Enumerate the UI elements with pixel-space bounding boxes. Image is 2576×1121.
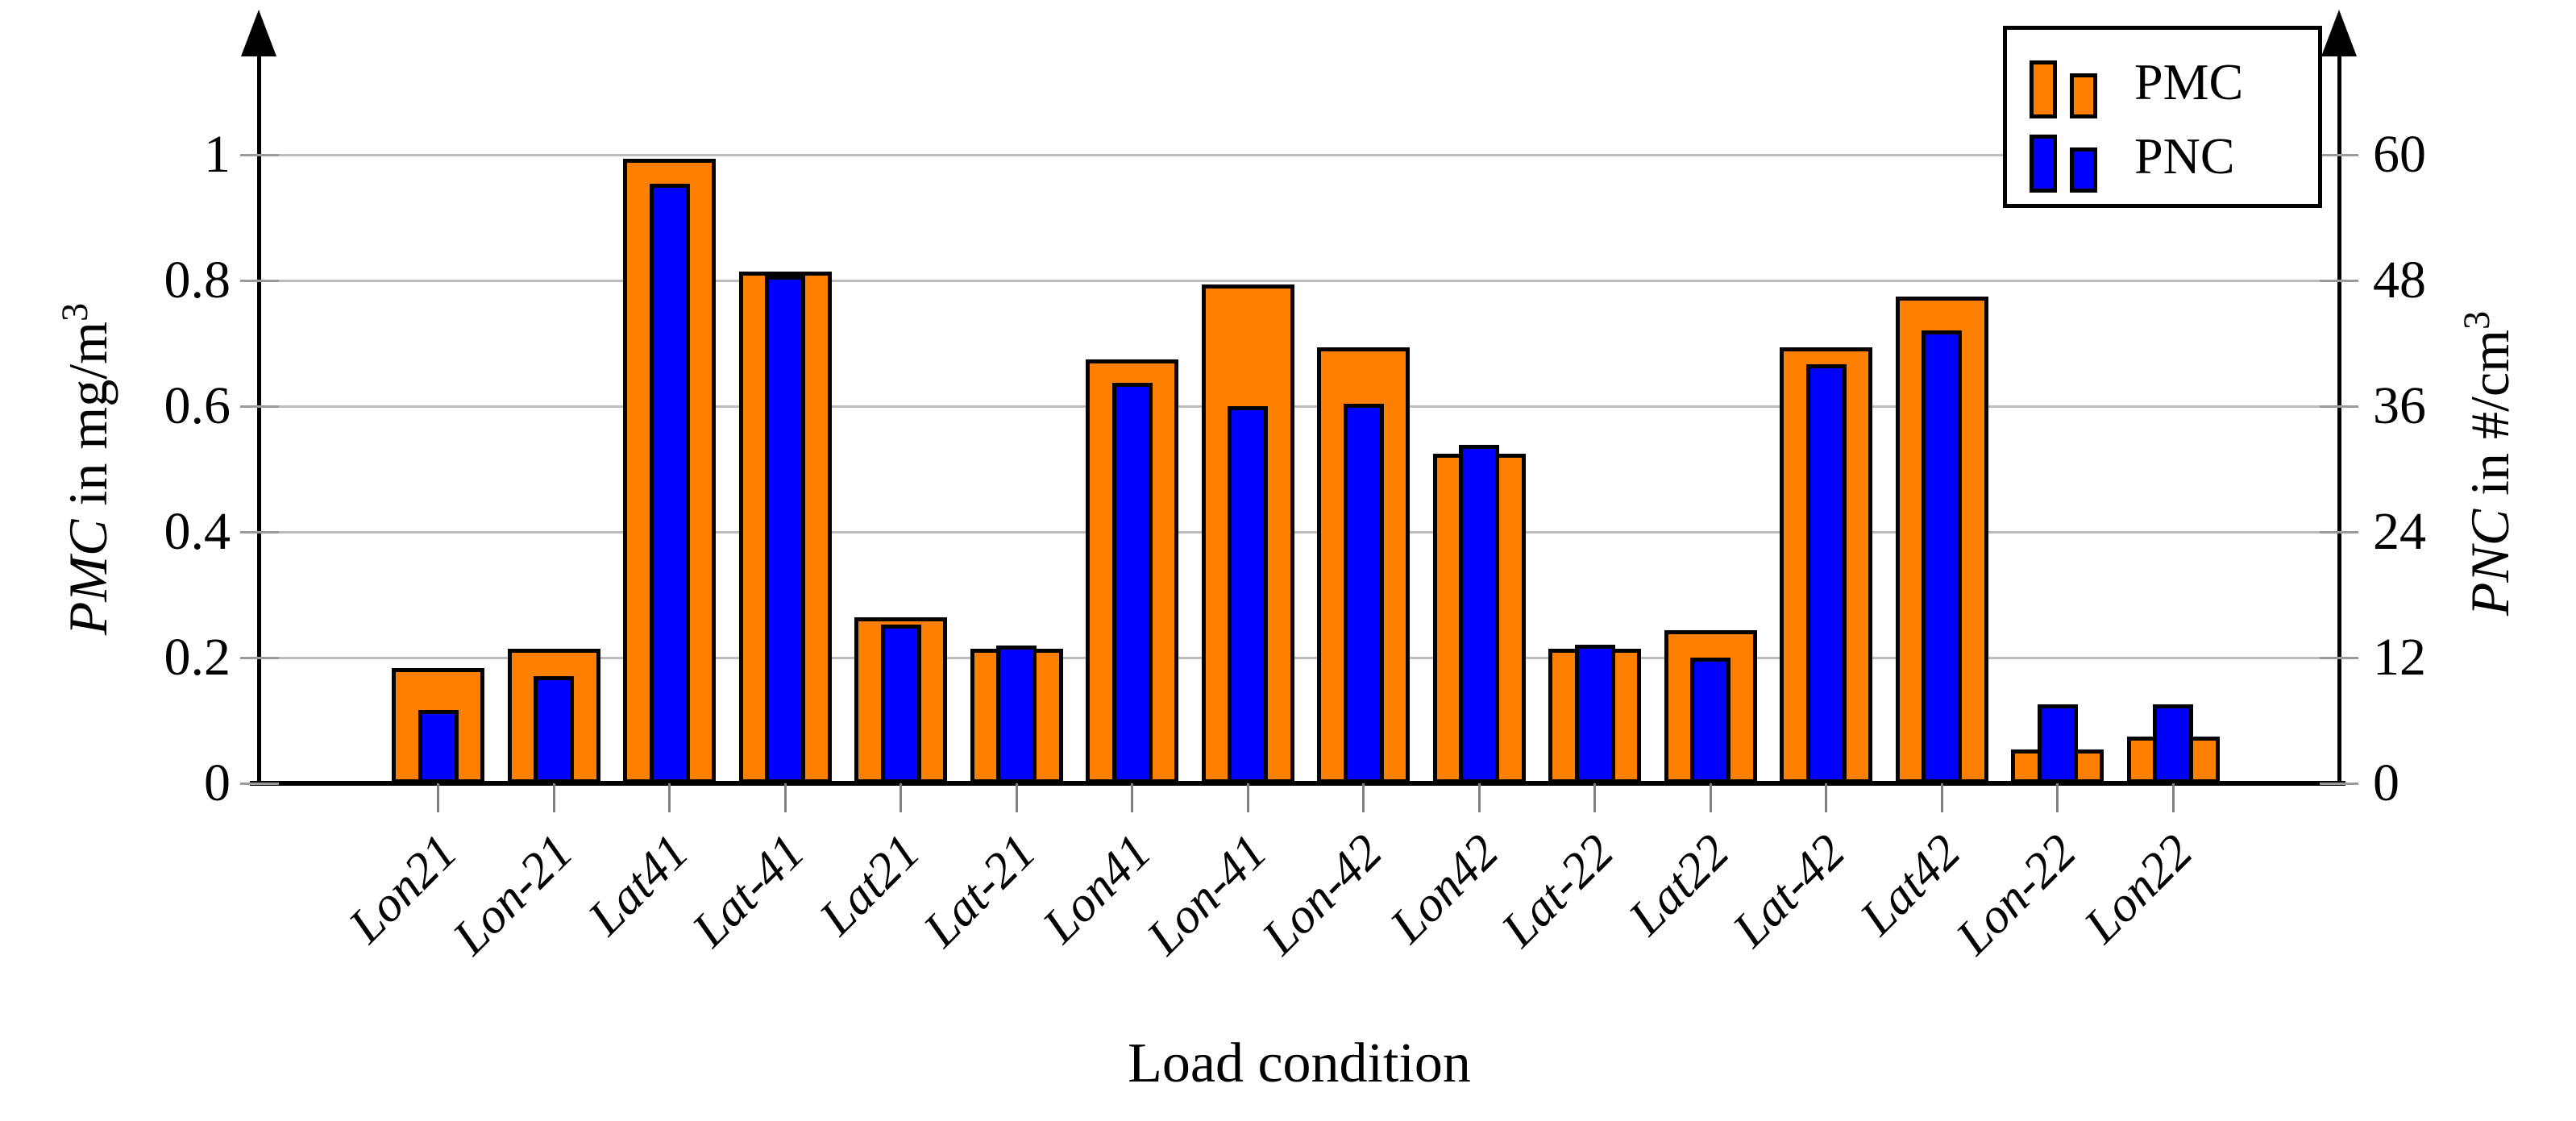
pnc-bar-Lat42 xyxy=(1922,330,1962,783)
right-y-tick-label: 60 xyxy=(2373,125,2426,184)
pnc-bar-Lat21 xyxy=(880,625,921,783)
pnc-bar-Lat41 xyxy=(649,184,690,783)
pnc-bar-Lon42 xyxy=(1459,445,1499,783)
left-y-tick-label: 1 xyxy=(204,125,231,184)
pnc-legend-marker-short xyxy=(2070,147,2097,193)
x-category-label-text: Lat21 xyxy=(808,824,931,946)
x-category-label-text: Lon-21 xyxy=(442,824,584,965)
right-y-axis-line xyxy=(2337,34,2341,783)
left-axis-unit-text: in mg/m xyxy=(56,322,118,520)
pnc-bar-Lat-42 xyxy=(1805,364,1847,783)
gridline xyxy=(260,530,2339,534)
x-axis-tick xyxy=(1825,783,1827,812)
x-axis-tick xyxy=(1362,783,1365,812)
right-axis-tick xyxy=(2320,530,2358,534)
left-y-axis-line xyxy=(257,34,261,783)
x-axis-tick xyxy=(1477,783,1481,812)
right-axis-unit-text: in #/cm xyxy=(2458,330,2520,509)
x-category-label-text: Lat-22 xyxy=(1491,824,1625,957)
x-axis-tick xyxy=(1940,783,1943,812)
pnc-bar-Lat22 xyxy=(1690,658,1730,783)
x-axis-tick xyxy=(2171,783,2175,812)
right-axis-tick xyxy=(2320,279,2358,282)
x-axis-tick xyxy=(1709,783,1712,812)
x-axis-tick xyxy=(1015,783,1018,812)
x-category-label-text: Lat22 xyxy=(1618,824,1740,946)
gridline xyxy=(260,279,2339,282)
gridline xyxy=(260,656,2339,659)
pnc-bar-Lat-21 xyxy=(996,646,1037,783)
x-axis-tick xyxy=(668,783,671,812)
x-axis-tick xyxy=(552,783,555,812)
left-axis-tick xyxy=(240,153,279,156)
right-axis-tick xyxy=(2320,656,2358,659)
pnc-legend-marker-tall xyxy=(2030,135,2057,193)
left-axis-tick xyxy=(240,656,279,659)
x-category-label-text: Lon-22 xyxy=(1946,824,2088,965)
legend-label-pmc: PMC xyxy=(2134,53,2244,110)
x-category-label-text: Lat-41 xyxy=(681,824,815,957)
left-axis-tick xyxy=(240,405,279,408)
right-y-tick-label: 0 xyxy=(2373,754,2399,812)
pnc-bar-Lon-21 xyxy=(534,676,574,783)
right-axis-variable: PNC xyxy=(2458,509,2520,617)
left-axis-tick xyxy=(240,530,279,534)
pnc-bar-Lon-41 xyxy=(1228,406,1268,783)
x-category-label-text: Lon21 xyxy=(339,824,468,953)
x-category-label-text: Lon22 xyxy=(2073,824,2203,953)
left-y-tick-label: 0.8 xyxy=(164,251,231,309)
right-axis-tick xyxy=(2320,782,2358,785)
legend-label-pnc: PNC xyxy=(2134,127,2235,185)
right-y-tick-label: 48 xyxy=(2373,251,2426,309)
pnc-bar-Lon-42 xyxy=(1343,404,1384,783)
x-axis-tick xyxy=(2056,783,2059,812)
x-category-label-text: Lon-42 xyxy=(1252,824,1394,965)
pmc-legend-marker-tall xyxy=(2030,60,2057,118)
left-axis-tick xyxy=(240,279,279,282)
pnc-bar-Lat-41 xyxy=(765,276,805,783)
left-y-tick-label: 0.4 xyxy=(164,502,231,561)
x-category-label-text: Lat-42 xyxy=(1722,824,1856,957)
pnc-bar-Lon22 xyxy=(2153,704,2193,783)
x-category-label-text: Lon-41 xyxy=(1136,824,1278,965)
pmc-legend-marker-short xyxy=(2070,73,2097,118)
x-category-label-text: Lat41 xyxy=(577,824,700,946)
right-y-tick-label: 24 xyxy=(2373,502,2426,561)
x-axis-tick xyxy=(1131,783,1133,812)
legend: PMC PNC xyxy=(2003,26,2322,208)
left-axis-arrow-icon xyxy=(241,10,276,56)
x-axis-tick xyxy=(900,783,902,812)
gridline xyxy=(260,405,2339,408)
x-axis-tick xyxy=(437,783,439,812)
x-axis-tick xyxy=(783,783,787,812)
pnc-bar-Lon21 xyxy=(418,710,459,783)
left-axis-tick xyxy=(240,782,279,785)
pnc-bar-Lon41 xyxy=(1111,383,1153,783)
x-axis-title: Load condition xyxy=(1128,1032,1471,1094)
x-category-label-text: Lon41 xyxy=(1032,824,1162,953)
right-axis-tick xyxy=(2320,405,2358,408)
pnc-bar-Lon-22 xyxy=(2037,704,2078,783)
right-y-tick-label: 36 xyxy=(2373,376,2426,435)
left-axis-superscript: 3 xyxy=(55,302,97,322)
right-axis-arrow-icon xyxy=(2321,10,2357,56)
gridline xyxy=(260,153,2339,156)
legend-row-pmc: PMC xyxy=(2030,46,2243,118)
x-category-label-text: Lat-21 xyxy=(912,824,1046,957)
x-axis-tick xyxy=(1593,783,1596,812)
legend-row-pnc: PNC xyxy=(2030,120,2235,193)
left-axis-variable: PMC xyxy=(56,519,118,636)
right-y-tick-label: 12 xyxy=(2373,628,2426,687)
pnc-bar-Lat-22 xyxy=(1574,645,1615,783)
right-axis-tick xyxy=(2320,153,2358,156)
right-axis-superscript: 3 xyxy=(2457,310,2499,330)
left-y-tick-label: 0.6 xyxy=(164,376,231,435)
x-category-label-text: Lon42 xyxy=(1379,824,1509,953)
left-y-tick-label: 0 xyxy=(204,754,231,812)
x-axis-line xyxy=(250,781,2345,786)
left-y-tick-label: 0.2 xyxy=(164,628,231,687)
x-axis-tick xyxy=(1246,783,1249,812)
